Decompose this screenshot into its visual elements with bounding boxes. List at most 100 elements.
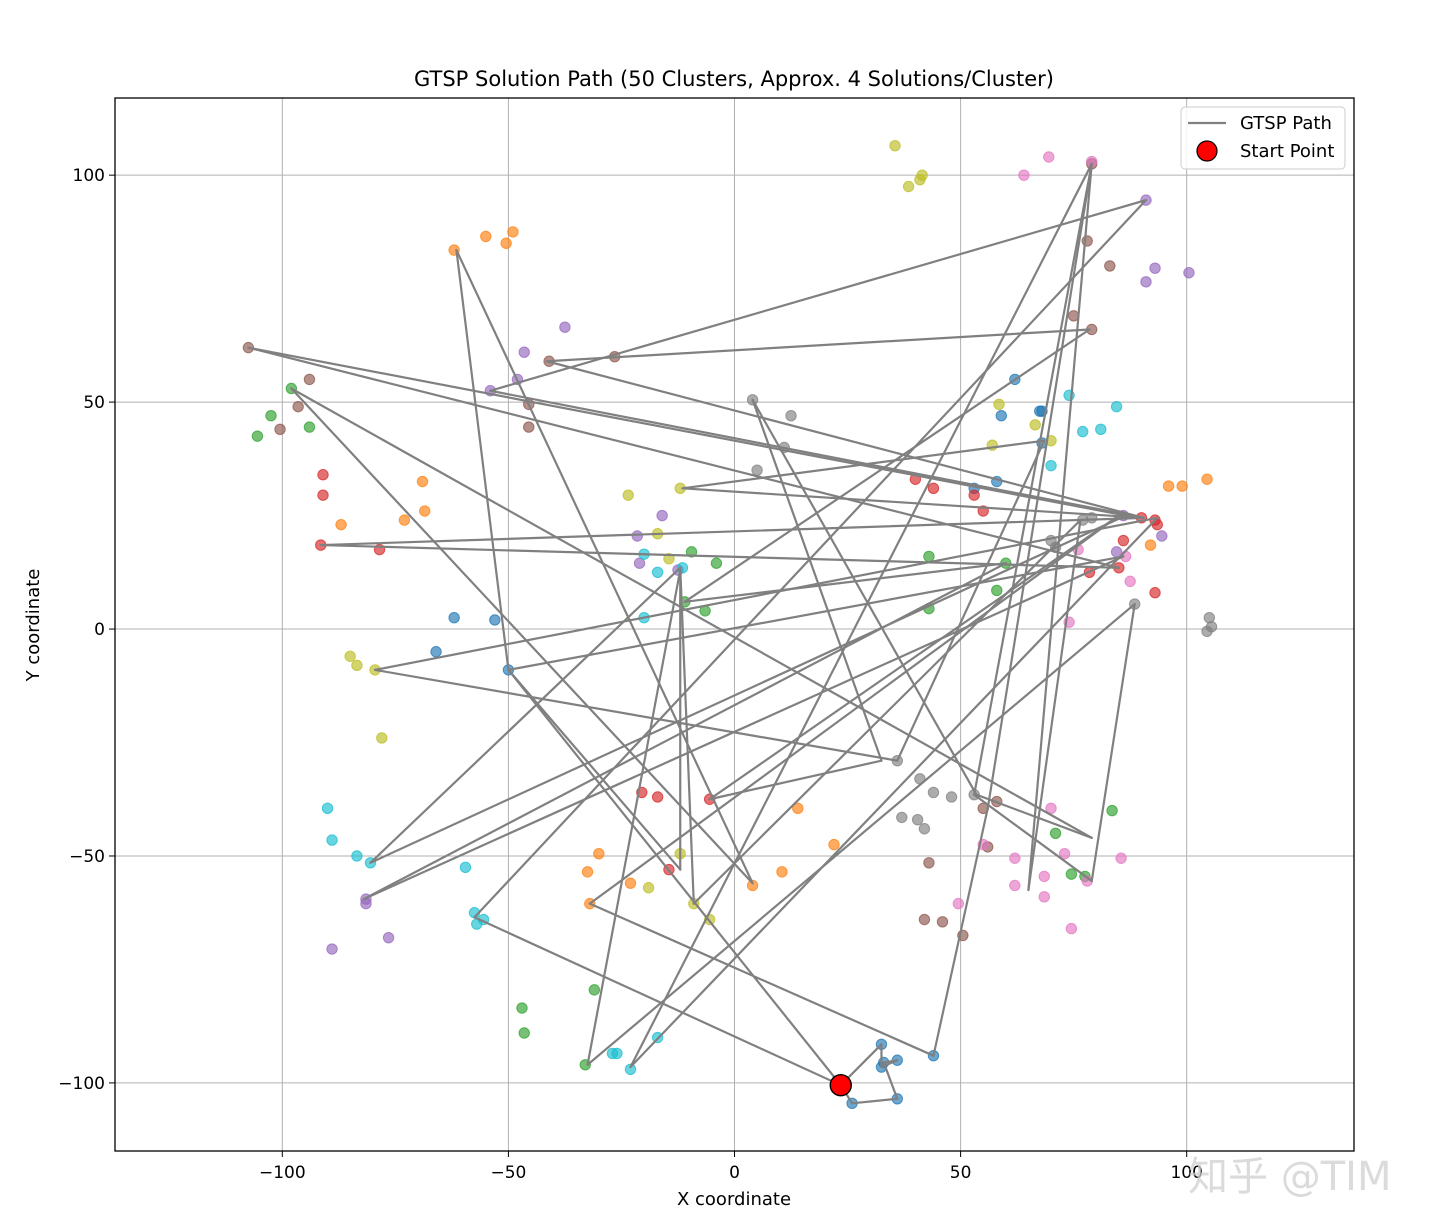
data-point: [1095, 423, 1107, 436]
path-segment: [507, 668, 682, 871]
data-point: [593, 848, 605, 860]
x-tick-label: −100: [259, 1163, 306, 1183]
data-point: [344, 650, 356, 662]
data-point: [581, 866, 594, 878]
grid-lines: [115, 98, 1354, 1151]
y-tick-label: −50: [69, 847, 105, 867]
legend-path-label: GTSP Path: [1240, 113, 1332, 134]
data-point: [1065, 868, 1078, 880]
data-point: [624, 1063, 637, 1076]
path-segment: [629, 162, 1093, 1069]
data-point: [1162, 480, 1175, 492]
data-point: [351, 850, 363, 862]
data-point: [1117, 534, 1130, 547]
path-segment: [683, 328, 1091, 603]
data-point: [303, 421, 316, 433]
data-point: [651, 566, 664, 579]
data-point: [398, 514, 411, 526]
data-point: [507, 226, 519, 238]
data-point: [360, 897, 372, 910]
data-point: [1034, 405, 1046, 417]
data-point: [419, 505, 431, 517]
path-segment: [708, 759, 883, 801]
data-point: [1144, 539, 1157, 551]
path-segment: [882, 1061, 899, 1100]
data-point: [321, 802, 334, 815]
path-segment: [455, 248, 754, 885]
data-point: [1156, 530, 1168, 542]
legend-start-label: Start Point: [1240, 141, 1334, 162]
data-point: [991, 584, 1003, 597]
data-point: [1009, 879, 1021, 892]
data-point: [523, 421, 535, 433]
data-point: [1201, 625, 1213, 638]
data-point: [1038, 870, 1050, 883]
path-segment: [489, 199, 1148, 392]
data-point: [927, 786, 940, 799]
data-point: [1081, 235, 1093, 247]
data-point: [376, 732, 388, 744]
data-point: [952, 897, 965, 910]
data-point: [516, 1002, 528, 1014]
path-segment: [373, 516, 1159, 671]
data-point: [624, 877, 637, 889]
data-point: [916, 169, 928, 181]
data-point: [459, 861, 472, 874]
data-point: [480, 230, 492, 243]
watermark: 知乎 @TIM: [1188, 1154, 1391, 1200]
path-segment: [290, 387, 754, 885]
data-point: [1140, 276, 1152, 288]
data-point: [500, 237, 512, 249]
data-point: [489, 614, 501, 626]
data-point: [656, 509, 668, 522]
data-point: [518, 1027, 530, 1039]
data-point: [1106, 804, 1118, 817]
data-point: [1183, 267, 1195, 279]
path-segment: [629, 516, 1159, 1069]
data-point: [896, 811, 908, 824]
x-tick-label: 50: [950, 1163, 972, 1183]
path-segment: [319, 543, 1120, 569]
data-point: [265, 410, 277, 422]
y-tick-label: 100: [73, 166, 105, 186]
x-tick-label: 100: [1170, 1163, 1202, 1183]
path-segment: [247, 346, 1120, 569]
path-segment: [679, 566, 695, 905]
data-point: [326, 943, 338, 955]
path-segment: [681, 439, 1046, 490]
data-point: [633, 557, 646, 569]
data-point: [902, 180, 915, 193]
data-point: [588, 984, 601, 996]
data-point: [430, 646, 442, 658]
start-point-layer: [829, 1073, 852, 1097]
path-segment: [507, 668, 842, 1087]
data-point: [828, 838, 840, 851]
data-point: [351, 659, 363, 672]
data-point: [317, 489, 329, 501]
path-segment: [850, 1097, 899, 1105]
data-point: [611, 1047, 623, 1060]
data-point: [1045, 802, 1057, 815]
data-point: [993, 398, 1005, 411]
path-segment: [362, 555, 1125, 901]
path-segment: [932, 807, 989, 1057]
axis-ticks: −100 −50 0 50 100 −100 −50 0 50 100: [58, 166, 1203, 1183]
data-point: [292, 400, 304, 413]
path-segment: [1027, 162, 1093, 892]
gtsp-path: [247, 162, 1159, 1105]
data-point: [923, 550, 935, 563]
data-point: [448, 611, 460, 624]
data-point: [1176, 480, 1188, 492]
data-point: [1038, 891, 1050, 903]
data-point: [622, 489, 634, 501]
path-segment: [588, 514, 1120, 905]
data-point: [1104, 260, 1116, 272]
data-point: [1043, 151, 1055, 163]
data-point: [274, 423, 286, 436]
data-point: [927, 482, 940, 495]
path-segment: [975, 793, 1093, 839]
data-point: [1149, 587, 1161, 599]
legend-start-swatch: [1196, 140, 1218, 162]
data-point: [1029, 419, 1041, 431]
data-point: [1009, 852, 1021, 864]
